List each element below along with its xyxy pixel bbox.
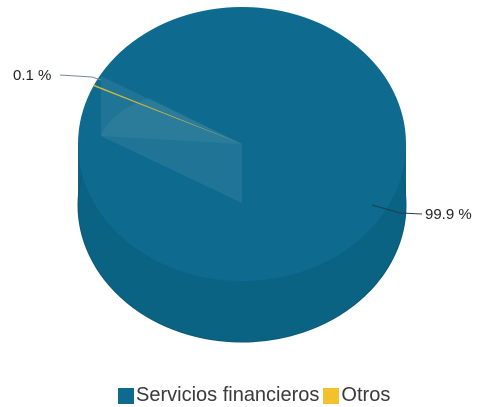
pie-highlight-wedge-top <box>101 98 242 144</box>
legend-swatch-otros <box>323 387 340 404</box>
legend-label-servicios-financieros: Servicios financieros <box>136 384 320 406</box>
leader-line-otros <box>59 74 102 81</box>
data-label-servicios-financieros: 99.9 % <box>425 206 472 223</box>
legend-label-otros: Otros <box>341 384 391 406</box>
legend: Servicios financieros Otros <box>118 384 390 407</box>
leader-line-servicios-financieros <box>371 204 423 215</box>
data-labels: 0.1 % 99.9 % <box>13 67 472 223</box>
pie-highlight-wedge <box>101 76 242 203</box>
data-label-otros: 0.1 % <box>13 67 51 84</box>
legend-item-servicios-financieros: Servicios financieros <box>118 384 319 407</box>
pie-slice-otros <box>93 84 243 144</box>
legend-swatch-servicios-financieros <box>118 387 134 404</box>
pie-group <box>77 7 407 343</box>
legend-item-otros: Otros <box>323 384 390 407</box>
